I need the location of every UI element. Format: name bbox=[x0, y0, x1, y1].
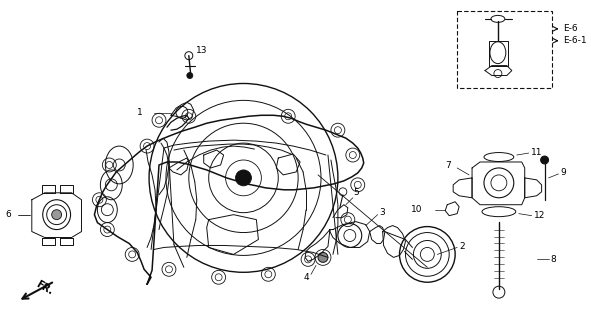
Text: 8: 8 bbox=[551, 255, 556, 264]
Text: 5: 5 bbox=[353, 188, 359, 197]
Text: 7: 7 bbox=[445, 162, 451, 171]
Text: FR.: FR. bbox=[34, 279, 55, 297]
Text: E-6-1: E-6-1 bbox=[563, 36, 587, 45]
Bar bbox=[457, 11, 551, 88]
Circle shape bbox=[51, 210, 61, 220]
Text: E-6: E-6 bbox=[563, 24, 578, 33]
Text: 4: 4 bbox=[303, 273, 309, 282]
Text: 12: 12 bbox=[534, 211, 545, 220]
Text: 13: 13 bbox=[196, 46, 207, 55]
Text: 3: 3 bbox=[379, 208, 385, 217]
Text: 1: 1 bbox=[137, 108, 143, 117]
Text: 9: 9 bbox=[560, 168, 566, 177]
Text: 6: 6 bbox=[5, 210, 11, 219]
Text: 11: 11 bbox=[531, 148, 542, 156]
Text: 10: 10 bbox=[411, 205, 423, 214]
Circle shape bbox=[187, 73, 193, 78]
Text: 2: 2 bbox=[459, 242, 465, 251]
Circle shape bbox=[541, 156, 548, 164]
Circle shape bbox=[236, 170, 251, 186]
Circle shape bbox=[318, 252, 328, 262]
